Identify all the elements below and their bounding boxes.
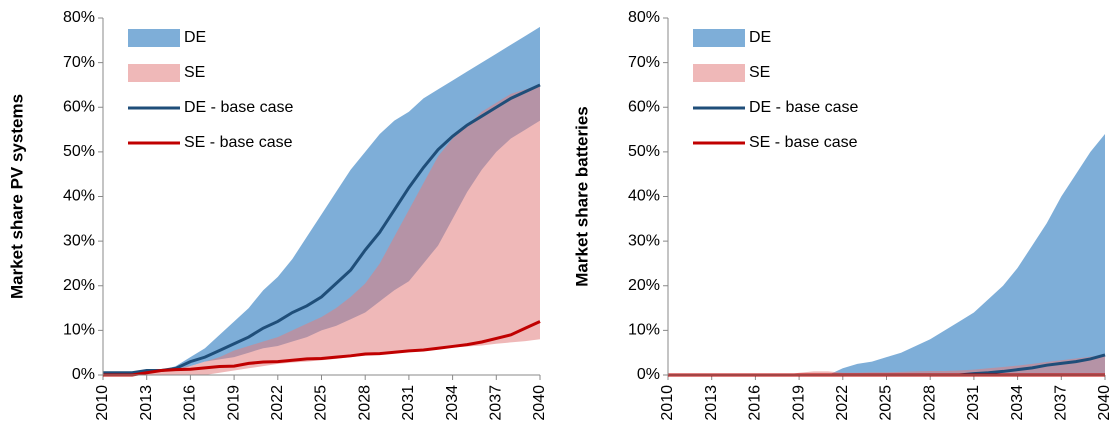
y-tick-label: 50% [63, 143, 95, 160]
y-tick-label: 80% [628, 9, 660, 26]
y-tick-label: 20% [628, 277, 660, 294]
x-tick-label: 2022 [269, 385, 286, 421]
x-tick-label: 2016 [747, 385, 764, 421]
y-tick-label: 70% [63, 54, 95, 71]
x-tick-label: 2013 [138, 385, 155, 421]
x-tick-label: 2019 [225, 385, 242, 421]
y-tick-label: 50% [628, 143, 660, 160]
legend-label: DE - base case [184, 99, 293, 116]
band-area [668, 134, 1105, 375]
y-tick-label: 20% [63, 277, 95, 294]
x-tick-label: 2025 [878, 385, 895, 421]
x-tick-label: 2022 [834, 385, 851, 421]
y-tick-label: 10% [628, 322, 660, 339]
x-tick-label: 2034 [1009, 385, 1026, 421]
y-tick-label: 60% [63, 98, 95, 115]
band-area [103, 84, 540, 375]
line [103, 320, 541, 377]
legend-swatch [693, 29, 745, 47]
legend-label: SE [749, 64, 770, 81]
chart-panel: Market share PV systems 0% 10% 20% 30% 40% 50%… [7, 9, 548, 420]
legend-swatch [128, 29, 180, 47]
x-tick-label: 2010 [94, 385, 111, 421]
legend-label: DE - base case [749, 99, 858, 116]
y-tick-label: 40% [63, 188, 95, 205]
x-tick-label: 2028 [921, 385, 938, 421]
x-tick-label: 2025 [313, 385, 330, 421]
x-tick-label: 2040 [531, 385, 548, 421]
x-tick-label: 2016 [182, 385, 199, 421]
x-tick-label: 2037 [1053, 385, 1070, 421]
y-axis-label: Market share PV systems [7, 94, 26, 299]
legend-label: DE [749, 29, 771, 46]
x-tick-label: 2034 [444, 385, 461, 421]
band-area [668, 354, 1105, 375]
x-tick-label: 2013 [703, 385, 720, 421]
x-tick-label: 2037 [488, 385, 505, 421]
y-tick-label: 10% [63, 322, 95, 339]
x-tick-label: 2019 [790, 385, 807, 421]
legend-label: SE - base case [184, 134, 293, 151]
y-axis-label: Market share batteries [572, 106, 591, 286]
y-tick-label: 60% [628, 98, 660, 115]
chart-panel: Market share batteries 0% 10% 20% 30% 40% 50% 6… [572, 9, 1113, 420]
y-tick-label: 70% [628, 54, 660, 71]
x-tick-label: 2028 [356, 385, 373, 421]
x-tick-label: 2010 [659, 385, 676, 421]
x-tick-label: 2031 [400, 385, 417, 421]
x-tick-label: 2031 [965, 385, 982, 421]
legend-label: SE [184, 64, 205, 81]
y-tick-label: 0% [637, 366, 660, 383]
y-tick-label: 30% [63, 232, 95, 249]
y-tick-label: 0% [72, 366, 95, 383]
x-tick-label: 2040 [1096, 385, 1113, 421]
band-area [103, 26, 540, 373]
legend-label: SE - base case [749, 134, 858, 151]
legend-swatch [128, 64, 180, 82]
y-tick-label: 80% [63, 9, 95, 26]
y-tick-label: 30% [628, 232, 660, 249]
y-tick-label: 40% [628, 188, 660, 205]
legend-label: DE [184, 29, 206, 46]
legend-swatch [693, 64, 745, 82]
